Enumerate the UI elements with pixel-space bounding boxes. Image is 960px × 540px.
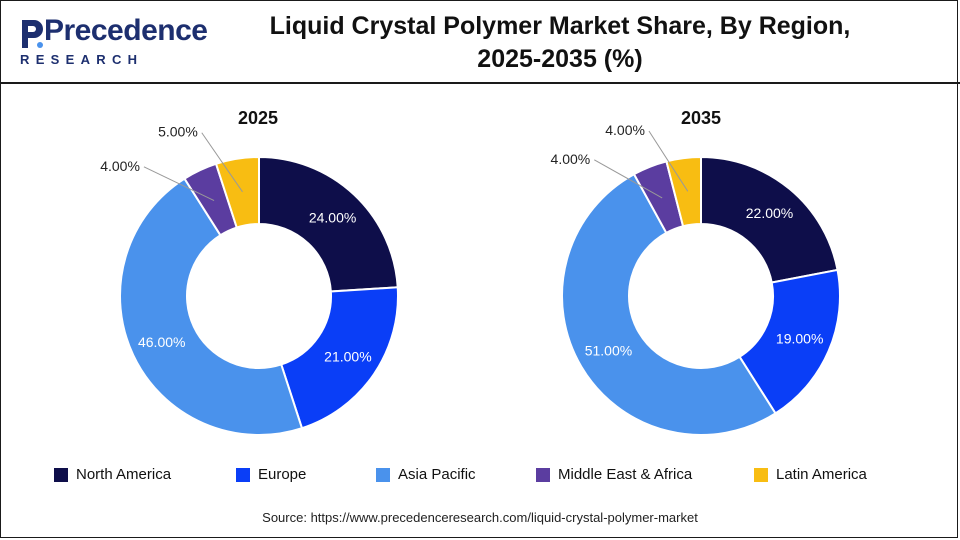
label-leader-line [648, 130, 689, 192]
slice-asia-pacific [119, 177, 304, 436]
slice-latin-america [214, 155, 260, 229]
donut-title: 2025 [238, 108, 278, 128]
brand-name: Precedence [44, 14, 208, 47]
data-label-middle-east-africa: 4.00% [100, 158, 140, 174]
data-label-north-america: 22.00% [746, 205, 793, 221]
donut-2025: 2025 24.00% 21.00% 46.00% 4.00% 5.00% [100, 108, 399, 436]
chart-title-line-2: 2025-2035 (%) [477, 45, 643, 73]
data-label-north-america: 24.00% [309, 210, 356, 226]
data-label-asia-pacific: 51.00% [585, 343, 632, 359]
legend-item-europe: Europe [236, 466, 306, 483]
slice-asia-pacific [561, 172, 777, 436]
donut-title: 2035 [681, 108, 721, 128]
legend-swatch [754, 467, 768, 482]
legend-label: Middle East & Africa [558, 466, 693, 483]
legend-label: Asia Pacific [398, 466, 476, 483]
slice-europe [279, 286, 399, 430]
slice-north-america [700, 155, 839, 284]
source-note: Source: https://www.precedenceresearch.c… [262, 510, 698, 525]
header-divider [0, 82, 960, 84]
donut-2035: 2035 22.00% 19.00% 51.00% 4.00% 4.00% [551, 108, 841, 436]
legend-label: Europe [258, 466, 307, 483]
legend-label: Latin America [776, 466, 867, 483]
data-label-europe: 19.00% [776, 331, 823, 347]
legend-item-north-america: North America [54, 466, 171, 483]
legend: North America Europe Asia Pacific Middle… [0, 466, 960, 484]
chart-title: Liquid Crystal Polymer Market Share, By … [240, 10, 880, 76]
data-label-asia-pacific: 46.00% [138, 334, 185, 350]
legend-swatch [376, 467, 390, 482]
legend-item-middle-east-africa: Middle East & Africa [536, 466, 692, 483]
data-label-latin-america: 4.00% [605, 122, 645, 138]
legend-swatch [54, 467, 68, 482]
legend-item-asia-pacific: Asia Pacific [376, 466, 476, 483]
data-label-europe: 21.00% [324, 348, 371, 364]
donut-charts: 2025 24.00% 21.00% 46.00% 4.00% 5.00% 2035 22.0… [100, 108, 841, 436]
brand-logo: Precedence RESEARCH [18, 14, 208, 74]
logo-icon [22, 20, 43, 48]
brand-subtitle: RESEARCH [20, 52, 144, 67]
label-leader-line [201, 132, 243, 193]
chart-title-line-1: Liquid Crystal Polymer Market Share, By … [269, 12, 851, 40]
legend-item-latin-america: Latin America [754, 466, 867, 483]
legend-swatch [536, 467, 550, 482]
legend-label: North America [76, 466, 172, 483]
legend-swatch [236, 467, 250, 482]
data-label-latin-america: 5.00% [158, 124, 198, 140]
slice-north-america [258, 155, 399, 293]
label-leader-line [143, 166, 215, 201]
label-leader-line [594, 159, 663, 199]
data-label-middle-east-africa: 4.00% [551, 151, 591, 167]
slice-latin-america [665, 155, 702, 228]
